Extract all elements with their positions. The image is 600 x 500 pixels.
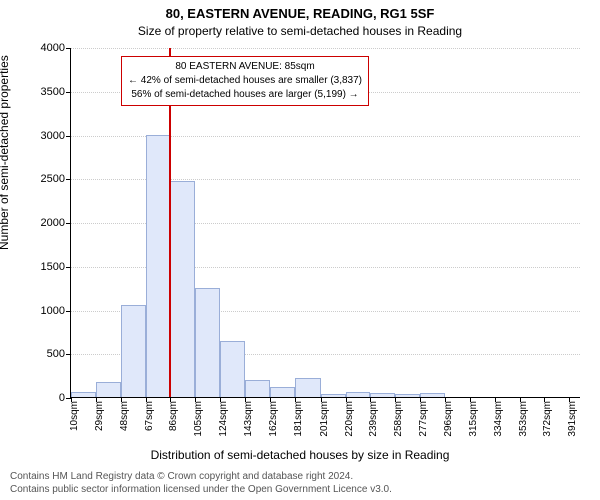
histogram-bar: [270, 387, 295, 397]
callout-line: ← 42% of semi-detached houses are smalle…: [128, 74, 362, 88]
y-tick-mark: [66, 267, 71, 268]
y-tick-label: 1500: [41, 261, 65, 273]
y-tick-label: 2500: [41, 173, 65, 185]
footnote-line-1: Contains HM Land Registry data © Crown c…: [10, 471, 392, 484]
x-tick-label: 201sqm: [319, 401, 330, 437]
x-tick-label: 315sqm: [468, 401, 479, 437]
histogram-bar: [220, 341, 245, 397]
histogram-bar: [195, 288, 220, 397]
y-tick-mark: [66, 223, 71, 224]
histogram-bar: [96, 382, 121, 397]
chart-title: 80, EASTERN AVENUE, READING, RG1 5SF: [0, 6, 600, 21]
y-tick-label: 4000: [41, 42, 65, 54]
y-tick-mark: [66, 179, 71, 180]
chart-subtitle: Size of property relative to semi-detach…: [0, 24, 600, 38]
x-tick-label: 162sqm: [268, 401, 279, 437]
x-tick-label: 372sqm: [542, 401, 553, 437]
x-tick-label: 353sqm: [518, 401, 529, 437]
plot-area: 0500100015002000250030003500400010sqm29s…: [70, 48, 580, 398]
y-axis-label: Number of semi-detached properties: [0, 55, 11, 250]
histogram-bar: [321, 394, 346, 398]
y-tick-mark: [66, 311, 71, 312]
x-tick-label: 29sqm: [94, 401, 105, 431]
y-tick-mark: [66, 136, 71, 137]
histogram-bar: [370, 393, 395, 397]
footnote: Contains HM Land Registry data © Crown c…: [10, 471, 392, 496]
x-tick-label: 10sqm: [69, 401, 80, 431]
histogram-bar: [346, 392, 371, 397]
y-tick-label: 3500: [41, 86, 65, 98]
x-tick-label: 334sqm: [493, 401, 504, 437]
x-tick-label: 239sqm: [368, 401, 379, 437]
footnote-line-2: Contains public sector information licen…: [10, 484, 392, 497]
histogram-bar: [420, 393, 445, 397]
histogram-bar: [121, 305, 146, 397]
x-tick-label: 277sqm: [418, 401, 429, 437]
x-tick-label: 86sqm: [168, 401, 179, 431]
y-tick-label: 3000: [41, 130, 65, 142]
gridline: [71, 48, 580, 49]
x-tick-label: 124sqm: [218, 401, 229, 437]
y-tick-label: 500: [47, 348, 65, 360]
x-tick-label: 105sqm: [193, 401, 204, 437]
histogram-bar: [395, 394, 420, 397]
x-tick-label: 296sqm: [443, 401, 454, 437]
x-tick-label: 143sqm: [243, 401, 254, 437]
y-tick-mark: [66, 92, 71, 93]
x-tick-label: 67sqm: [144, 401, 155, 431]
histogram-bar: [170, 181, 195, 397]
x-tick-label: 220sqm: [344, 401, 355, 437]
y-tick-label: 1000: [41, 305, 65, 317]
x-axis-label: Distribution of semi-detached houses by …: [0, 448, 600, 462]
callout-line: 56% of semi-detached houses are larger (…: [128, 88, 362, 102]
x-tick-label: 391sqm: [567, 401, 578, 437]
x-tick-label: 48sqm: [119, 401, 130, 431]
callout-box: 80 EASTERN AVENUE: 85sqm← 42% of semi-de…: [121, 56, 369, 106]
y-tick-mark: [66, 48, 71, 49]
y-tick-label: 2000: [41, 217, 65, 229]
x-tick-label: 258sqm: [393, 401, 404, 437]
histogram-bar: [295, 378, 321, 397]
callout-line: 80 EASTERN AVENUE: 85sqm: [128, 60, 362, 74]
histogram-bar: [146, 135, 171, 398]
x-tick-label: 181sqm: [293, 401, 304, 437]
histogram-bar: [71, 392, 96, 397]
y-tick-label: 0: [59, 392, 65, 404]
y-tick-mark: [66, 354, 71, 355]
histogram-bar: [245, 380, 270, 397]
